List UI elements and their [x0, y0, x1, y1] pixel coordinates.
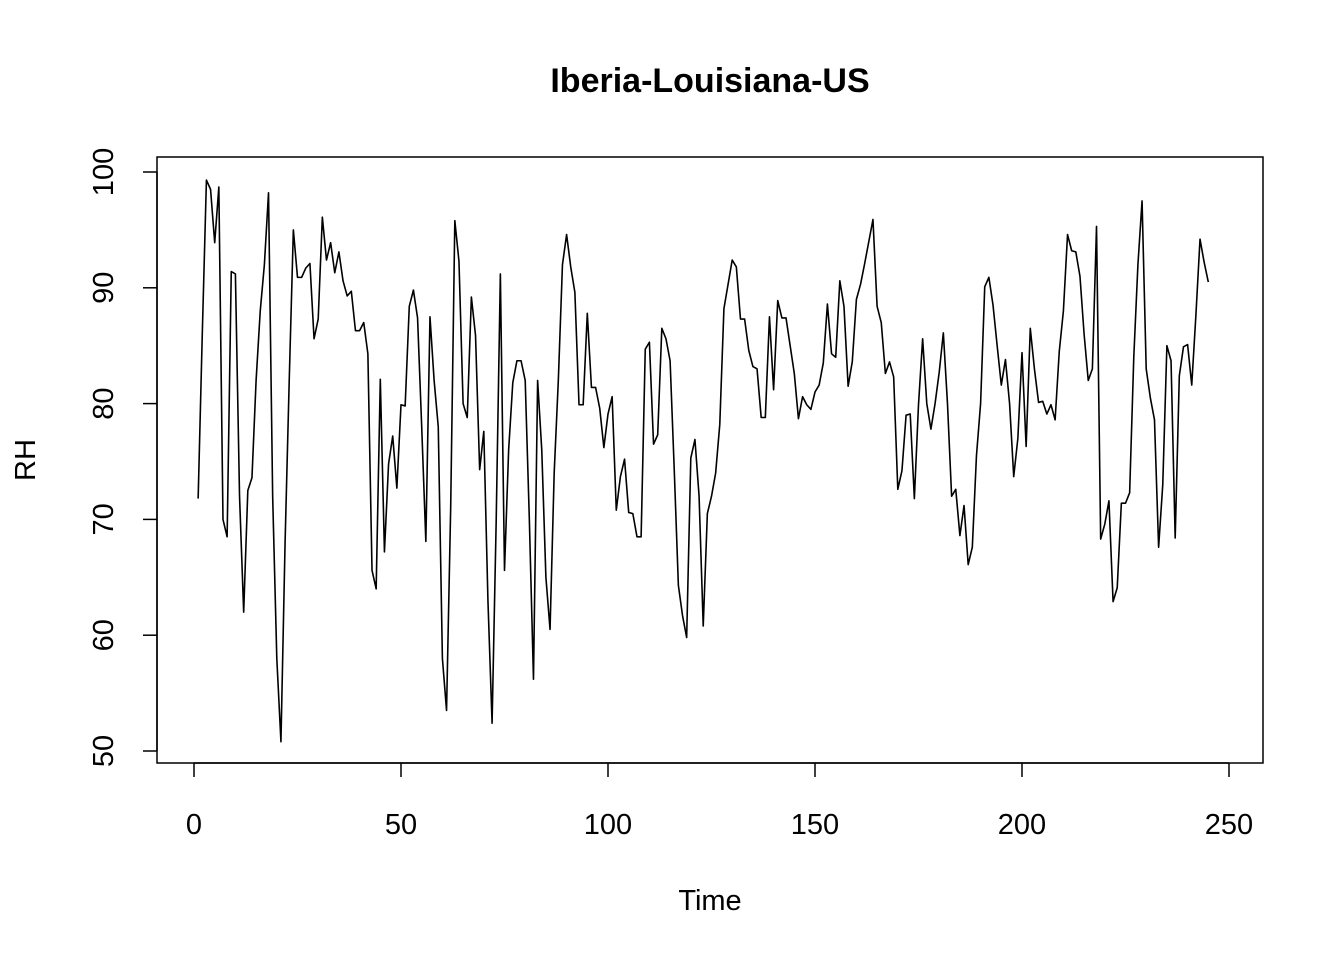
- y-tick-label: 60: [88, 619, 120, 651]
- y-axis-label: RH: [10, 439, 42, 481]
- y-tick-label: 100: [88, 148, 120, 196]
- y-axis: 50 60 70 80 90 100: [88, 148, 158, 767]
- y-tick-label: 50: [88, 735, 120, 767]
- x-tick-label: 250: [1205, 809, 1253, 841]
- x-tick-label: 0: [186, 809, 202, 841]
- y-tick-label: 80: [88, 387, 120, 419]
- y-tick-label: 90: [88, 272, 120, 304]
- x-tick-label: 150: [791, 809, 839, 841]
- chart-title: Iberia-Louisiana-US: [550, 62, 869, 100]
- y-tick-label: 70: [88, 503, 120, 535]
- x-tick-label: 100: [584, 809, 632, 841]
- x-tick-label: 200: [998, 809, 1046, 841]
- x-tick-label: 50: [385, 809, 417, 841]
- x-axis: 0 50 100 150 200 250: [186, 762, 1253, 841]
- series-line: [197, 179, 1210, 743]
- x-axis-label: Time: [678, 885, 741, 917]
